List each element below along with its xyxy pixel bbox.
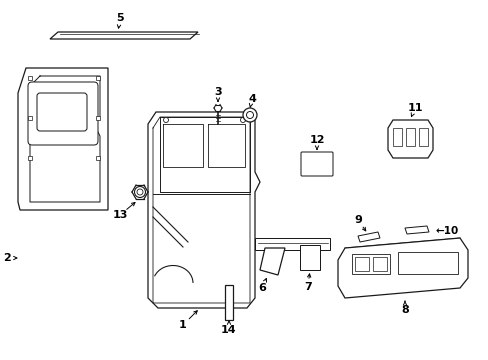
Polygon shape — [224, 285, 232, 320]
Circle shape — [240, 117, 245, 122]
Circle shape — [243, 108, 257, 122]
Circle shape — [134, 186, 145, 198]
Text: 13: 13 — [112, 210, 127, 220]
Circle shape — [163, 117, 168, 122]
Bar — [392, 128, 401, 146]
Text: 2: 2 — [3, 253, 11, 263]
Text: 3: 3 — [214, 87, 222, 97]
Bar — [96, 156, 100, 160]
Bar — [96, 116, 100, 120]
Text: ←10: ←10 — [434, 226, 457, 236]
Bar — [397, 252, 457, 274]
Bar — [254, 238, 329, 250]
Text: 4: 4 — [247, 94, 255, 104]
Polygon shape — [337, 238, 467, 298]
Bar — [351, 254, 389, 274]
Polygon shape — [357, 232, 379, 242]
FancyBboxPatch shape — [301, 152, 332, 176]
Polygon shape — [50, 32, 198, 39]
Polygon shape — [148, 112, 260, 308]
Bar — [28, 76, 32, 80]
Bar — [299, 245, 319, 270]
Bar — [372, 257, 386, 271]
Bar — [28, 156, 32, 160]
Circle shape — [137, 189, 142, 195]
Text: 1: 1 — [179, 320, 186, 330]
Bar — [418, 128, 427, 146]
Text: 5: 5 — [116, 13, 123, 23]
Text: 8: 8 — [400, 305, 408, 315]
Bar — [405, 128, 414, 146]
Text: 7: 7 — [304, 282, 311, 292]
Text: 9: 9 — [353, 215, 361, 225]
Bar — [28, 116, 32, 120]
Polygon shape — [260, 248, 285, 275]
Text: 14: 14 — [221, 325, 236, 335]
Text: 12: 12 — [308, 135, 324, 145]
Text: 11: 11 — [407, 103, 422, 113]
Polygon shape — [18, 68, 108, 210]
Circle shape — [246, 112, 253, 118]
Bar — [96, 76, 100, 80]
Text: 6: 6 — [258, 283, 265, 293]
Polygon shape — [404, 226, 428, 234]
Bar — [354, 257, 368, 271]
FancyBboxPatch shape — [28, 82, 98, 145]
Polygon shape — [387, 120, 432, 158]
FancyBboxPatch shape — [37, 93, 87, 131]
